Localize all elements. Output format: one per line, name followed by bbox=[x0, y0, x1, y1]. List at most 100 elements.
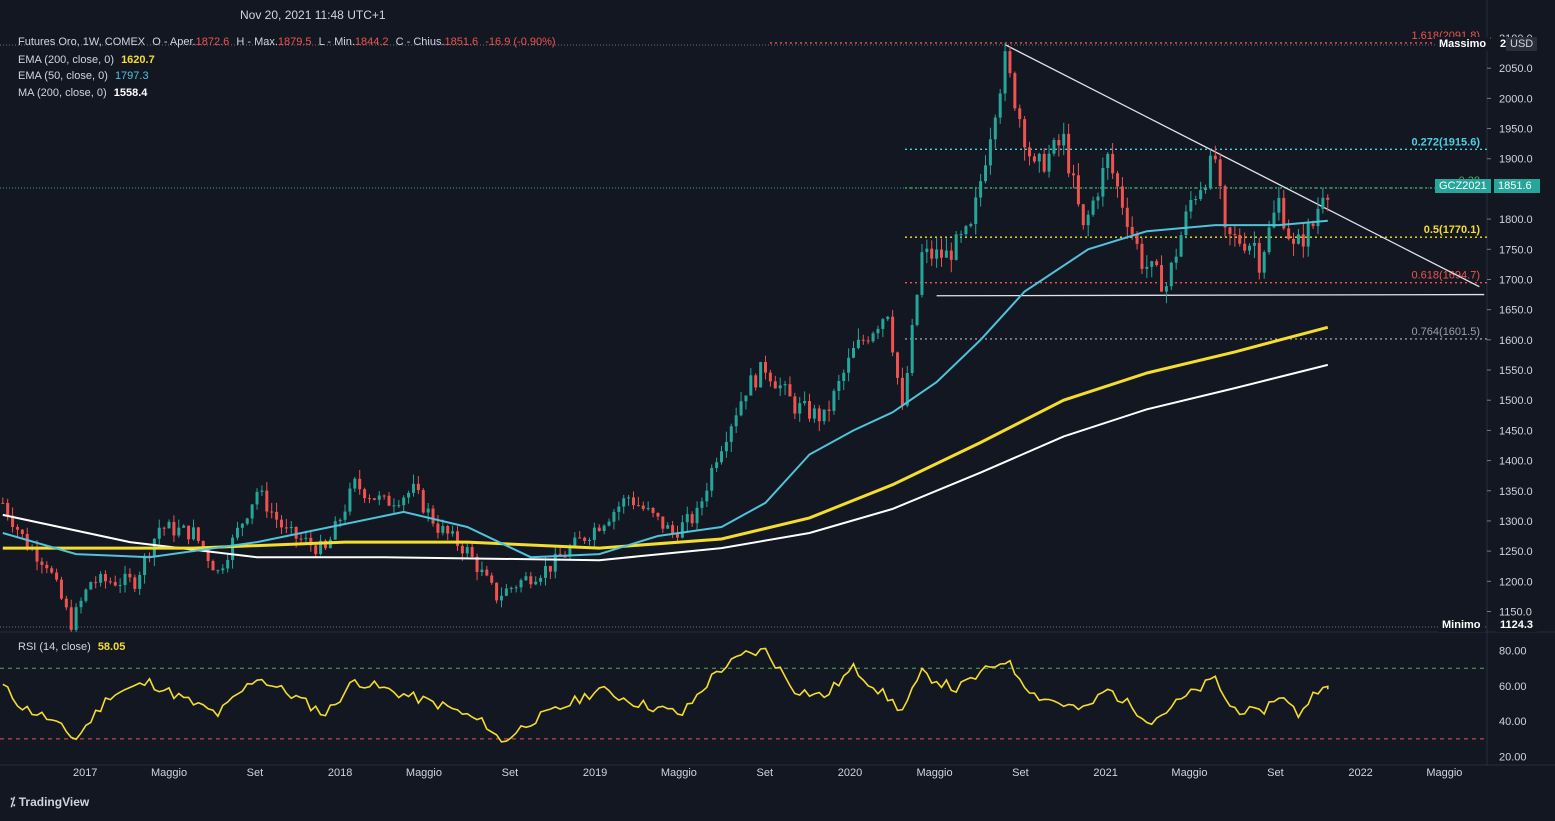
time-tick-label: 2021 bbox=[1093, 767, 1117, 779]
time-tick-label: Maggio bbox=[151, 767, 187, 779]
min-value: 1124.3 bbox=[1500, 619, 1534, 631]
candle-body bbox=[636, 505, 640, 507]
candle-body bbox=[524, 576, 528, 581]
price-tick-label: 1300.0 bbox=[1499, 516, 1533, 528]
candle-body bbox=[392, 505, 396, 507]
candle-body bbox=[1086, 214, 1090, 226]
candle-body bbox=[1111, 153, 1115, 174]
rsi-tick-label: 80.00 bbox=[1499, 646, 1527, 658]
ema50-legend[interactable]: EMA (50, close, 0) 1797.3 bbox=[18, 70, 149, 82]
candle-body bbox=[822, 409, 826, 422]
ma200-label: MA (200, close, 0) bbox=[18, 87, 107, 99]
candle-body bbox=[900, 377, 904, 406]
tradingview-logo[interactable]: ⁒ TradingView bbox=[10, 795, 89, 809]
candle-body bbox=[656, 512, 660, 517]
candle-body bbox=[446, 526, 450, 534]
candle-body bbox=[519, 580, 523, 588]
candle-body bbox=[1101, 168, 1105, 197]
candle-body bbox=[25, 533, 29, 550]
price-tick-label: 1800.0 bbox=[1499, 214, 1533, 226]
candle-body bbox=[734, 415, 738, 427]
candle-body bbox=[856, 339, 860, 348]
candle-body bbox=[231, 537, 235, 561]
candle-body bbox=[622, 498, 626, 507]
ema200-value: 1620.7 bbox=[121, 54, 155, 66]
candle-body bbox=[666, 525, 670, 529]
candle-body bbox=[852, 347, 856, 358]
candle-body bbox=[534, 581, 538, 585]
candle-body bbox=[710, 467, 714, 491]
candle-body bbox=[1125, 207, 1129, 227]
candle-body bbox=[411, 483, 415, 493]
candle-body bbox=[1, 502, 5, 504]
fib-level-label: 0.272(1915.6) bbox=[1412, 136, 1481, 148]
candle-body bbox=[641, 505, 645, 509]
candle-body bbox=[499, 595, 503, 601]
high-label: H - Max. bbox=[236, 36, 278, 48]
candle-body bbox=[827, 409, 831, 411]
candle-body bbox=[84, 589, 88, 601]
candle-body bbox=[1145, 266, 1149, 269]
candle-body bbox=[1326, 197, 1330, 200]
candle-body bbox=[289, 526, 293, 529]
candle-body bbox=[778, 385, 782, 389]
candle-body bbox=[514, 587, 518, 589]
rsi-legend[interactable]: RSI (14, close) 58.05 bbox=[18, 641, 125, 653]
ema200-legend[interactable]: EMA (200, close, 0) 1620.7 bbox=[18, 54, 155, 66]
candle-body bbox=[1262, 252, 1266, 273]
candle-body bbox=[866, 340, 870, 342]
candle-body bbox=[1287, 228, 1291, 239]
rsi-line bbox=[2, 647, 1329, 743]
max-price-tag: Massimo bbox=[1435, 37, 1491, 51]
candle-body bbox=[1321, 197, 1325, 209]
time-tick-label: 2019 bbox=[583, 767, 607, 779]
price-tick-label: 1400.0 bbox=[1499, 456, 1533, 468]
candle-body bbox=[1174, 256, 1178, 263]
low-label: L - Min. bbox=[318, 36, 355, 48]
time-tick-label: Maggio bbox=[661, 767, 697, 779]
candle-body bbox=[881, 319, 885, 329]
candle-body bbox=[74, 607, 78, 630]
candle-body bbox=[475, 556, 479, 573]
time-tick-label: Maggio bbox=[916, 767, 952, 779]
currency-button[interactable]: USD bbox=[1506, 37, 1538, 51]
candle-body bbox=[1120, 186, 1124, 208]
price-tick-label: 1650.0 bbox=[1499, 305, 1533, 317]
candle-body bbox=[553, 553, 557, 572]
candle-body bbox=[377, 495, 381, 500]
candle-body bbox=[118, 584, 122, 586]
candle-body bbox=[984, 165, 988, 182]
candle-body bbox=[187, 525, 191, 540]
candle-body bbox=[1037, 153, 1041, 162]
min-value-tag: 1124.3 bbox=[1496, 618, 1538, 632]
candle-body bbox=[651, 508, 655, 513]
trendline-descending bbox=[1004, 44, 1480, 288]
candle-body bbox=[382, 495, 386, 497]
max-label: Massimo bbox=[1439, 38, 1487, 50]
time-tick-label: 2020 bbox=[838, 767, 862, 779]
candle-body bbox=[55, 572, 59, 580]
candle-body bbox=[1032, 156, 1036, 162]
ma200-legend[interactable]: MA (200, close, 0) 1558.4 bbox=[18, 87, 147, 99]
candle-body bbox=[739, 401, 743, 416]
candle-body bbox=[260, 490, 264, 492]
candle-body bbox=[886, 316, 890, 320]
symbol-label: Futures Oro, 1W, COMEX bbox=[18, 36, 146, 48]
candle-body bbox=[1248, 245, 1252, 251]
candle-body bbox=[949, 250, 953, 260]
candle-body bbox=[123, 573, 127, 585]
ma200-value: 1558.4 bbox=[113, 87, 148, 99]
candle-body bbox=[1306, 223, 1310, 247]
price-tick-label: 1350.0 bbox=[1499, 486, 1533, 498]
candle-body bbox=[1189, 199, 1193, 212]
candle-body bbox=[279, 519, 283, 528]
candle-body bbox=[284, 527, 288, 529]
candle-body bbox=[812, 408, 816, 419]
candle-body bbox=[69, 607, 73, 630]
rsi-value: 58.05 bbox=[97, 641, 126, 653]
candle-body bbox=[788, 384, 792, 397]
candle-body bbox=[94, 582, 98, 584]
open-value: 1872.6 bbox=[195, 36, 230, 48]
candle-body bbox=[974, 197, 978, 225]
